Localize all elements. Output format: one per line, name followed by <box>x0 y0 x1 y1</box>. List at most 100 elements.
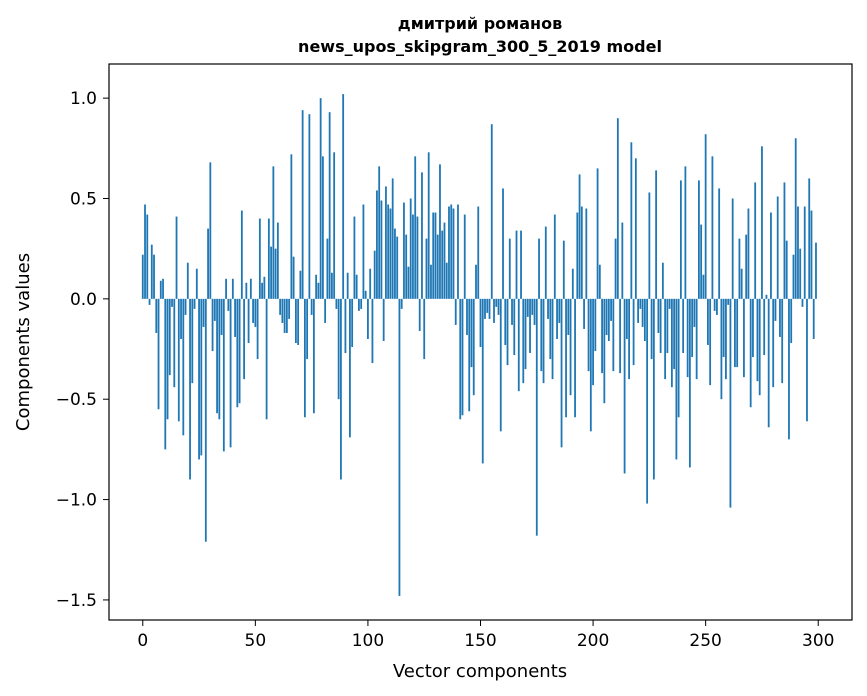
bar-21 <box>189 298 191 480</box>
bar-90 <box>344 298 347 354</box>
bar-10 <box>164 298 167 450</box>
bar-256 <box>718 188 721 299</box>
bar-4 <box>150 244 153 299</box>
bar-265 <box>738 238 741 299</box>
bar-183 <box>553 214 556 299</box>
bar-214 <box>623 298 626 474</box>
bar-32 <box>213 298 216 321</box>
bar-141 <box>459 298 462 420</box>
bar-2 <box>146 214 149 299</box>
bar-82 <box>326 238 329 299</box>
bar-268 <box>745 234 748 299</box>
bar-89 <box>342 94 345 299</box>
bar-15 <box>175 216 178 299</box>
bar-218 <box>632 298 635 366</box>
bar-53 <box>261 282 263 299</box>
bar-206 <box>605 298 608 335</box>
bar-56 <box>267 218 270 299</box>
bar-111 <box>391 178 394 299</box>
bar-257 <box>720 298 723 400</box>
bar-86 <box>335 298 338 309</box>
bar-281 <box>774 298 777 321</box>
bar-164 <box>511 298 513 325</box>
x-tick-label: 100 <box>352 631 384 651</box>
bar-246 <box>695 298 698 380</box>
bar-217 <box>630 142 633 299</box>
bar-143 <box>463 214 466 299</box>
bar-28 <box>204 298 207 542</box>
bar-107 <box>382 298 385 341</box>
bar-155 <box>490 124 493 299</box>
bar-110 <box>389 208 392 299</box>
bar-208 <box>610 298 612 321</box>
bar-182 <box>551 298 554 380</box>
bar-102 <box>371 298 374 364</box>
bar-45 <box>243 298 245 380</box>
bar-18 <box>182 298 185 436</box>
bar-283 <box>779 298 781 337</box>
bar-225 <box>648 192 651 299</box>
bar-7 <box>157 298 160 410</box>
bar-130 <box>434 212 437 299</box>
bar-48 <box>249 278 252 299</box>
bar-250 <box>704 134 707 299</box>
bar-77 <box>315 274 318 299</box>
bar-19 <box>184 298 187 315</box>
bar-197 <box>585 208 588 299</box>
bar-204 <box>601 298 603 374</box>
bar-165 <box>513 298 516 356</box>
bar-169 <box>522 298 525 384</box>
bar-139 <box>454 298 457 325</box>
bar-50 <box>254 298 257 327</box>
bar-49 <box>252 298 254 323</box>
bar-282 <box>776 196 779 299</box>
bar-159 <box>499 298 502 432</box>
bar-258 <box>722 298 725 358</box>
bar-227 <box>652 298 655 480</box>
bar-148 <box>475 264 477 299</box>
bar-287 <box>788 298 790 440</box>
bar-24 <box>195 268 198 299</box>
bar-294 <box>803 206 806 299</box>
bar-29 <box>207 228 209 299</box>
bar-109 <box>387 204 390 299</box>
bar-73 <box>306 298 309 360</box>
bar-293 <box>801 298 804 307</box>
bar-219 <box>634 158 637 299</box>
bar-101 <box>369 268 372 299</box>
bar-249 <box>702 274 705 299</box>
bar-181 <box>549 298 552 360</box>
bar-166 <box>515 230 518 299</box>
x-axis-label: Vector components <box>393 661 567 682</box>
bar-57 <box>270 246 273 299</box>
bar-174 <box>533 298 536 325</box>
bar-125 <box>423 298 426 360</box>
bar-98 <box>362 204 365 299</box>
bar-3 <box>148 298 151 305</box>
bar-147 <box>472 298 475 396</box>
bar-79 <box>319 98 322 299</box>
x-axis-ticks: 0 50 100 150 200 250 300 <box>137 620 834 651</box>
bar-193 <box>576 212 579 299</box>
bar-144 <box>466 298 468 335</box>
bar-157 <box>495 298 498 307</box>
bar-34 <box>218 298 221 420</box>
bar-112 <box>394 228 396 299</box>
bar-97 <box>360 298 363 309</box>
bar-288 <box>790 298 793 343</box>
bar-232 <box>664 298 667 380</box>
bar-142 <box>461 298 464 416</box>
bar-116 <box>403 202 405 299</box>
y-axis-label: Components values <box>13 253 34 431</box>
bar-243 <box>688 298 691 468</box>
bar-269 <box>747 208 750 299</box>
bar-180 <box>547 298 549 319</box>
bar-156 <box>493 298 495 323</box>
bar-242 <box>686 298 689 378</box>
bar-106 <box>380 200 383 299</box>
bar-153 <box>486 298 489 313</box>
bar-251 <box>707 298 709 346</box>
bar-70 <box>299 270 302 299</box>
bar-99 <box>364 290 367 299</box>
